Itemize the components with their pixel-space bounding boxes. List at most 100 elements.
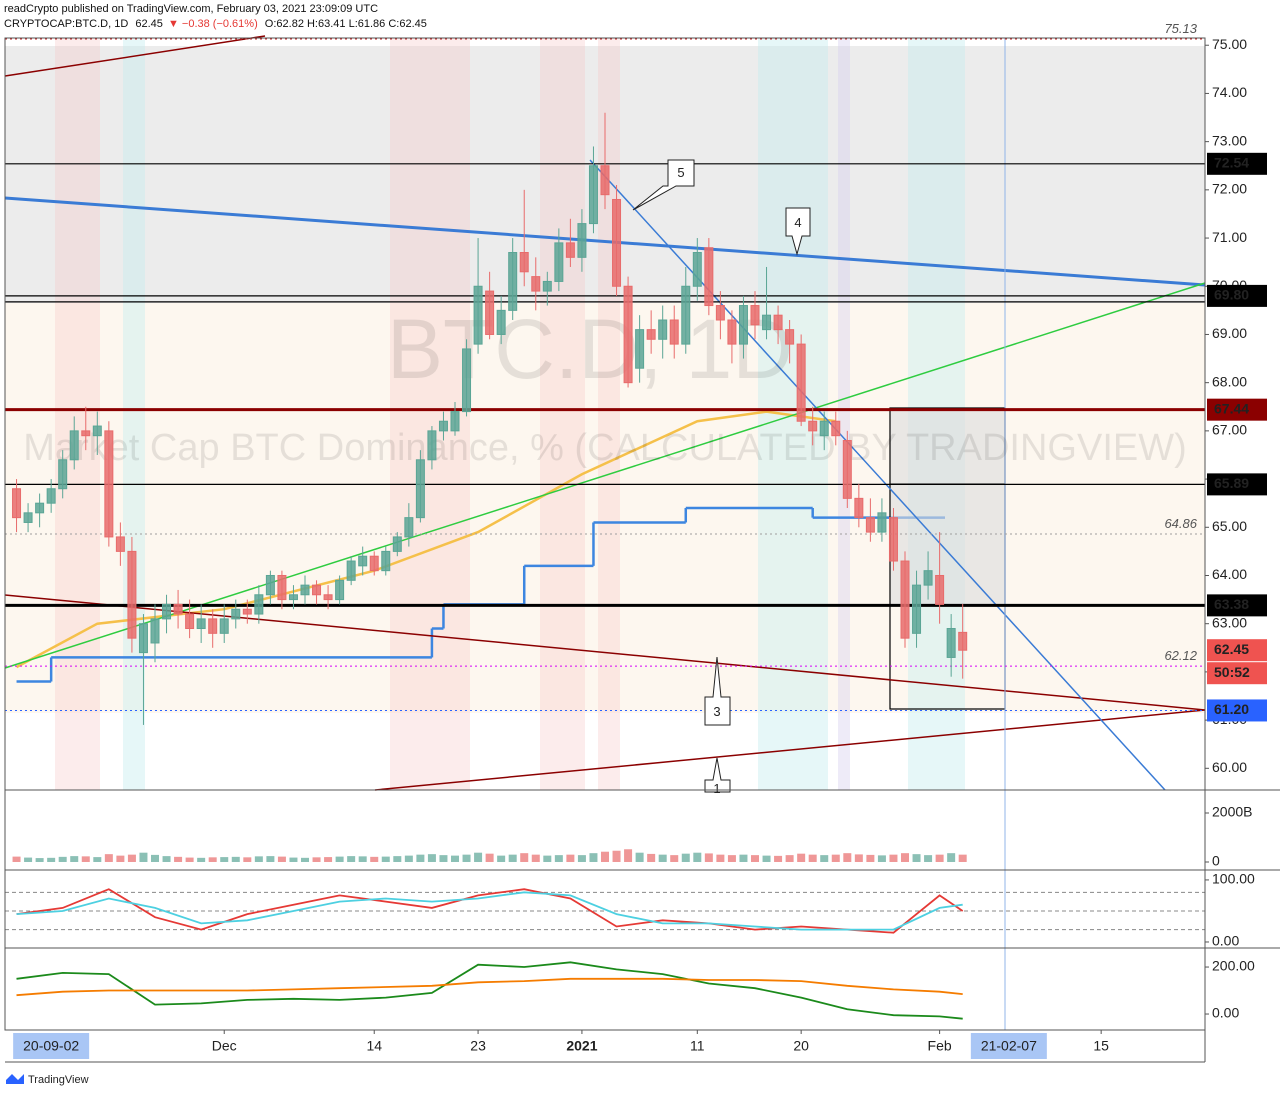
candle-body xyxy=(277,574,287,601)
brand: TradingView xyxy=(28,1074,89,1086)
volume-bar xyxy=(474,852,483,862)
indicator-line xyxy=(16,961,963,1020)
candle-body xyxy=(900,560,910,639)
axes: 60.0061.0062.0063.0064.0065.0066.0067.00… xyxy=(13,36,1267,1059)
candle-body xyxy=(658,319,668,340)
candle-body xyxy=(231,608,241,620)
candle-body xyxy=(496,309,506,335)
candle-body xyxy=(323,594,333,601)
volume-bar xyxy=(151,854,159,862)
callout xyxy=(704,757,731,793)
price-badge xyxy=(1207,398,1267,421)
candle-body xyxy=(404,517,414,538)
frame xyxy=(4,37,1280,1063)
volume-bar xyxy=(797,853,806,862)
volume-bar xyxy=(35,858,44,862)
candle-body xyxy=(485,290,495,335)
price-badge xyxy=(1207,152,1267,175)
x-tick-label: Dec xyxy=(212,1038,237,1054)
level-label: 62.12 xyxy=(1164,648,1197,663)
candle-body xyxy=(242,608,252,615)
last-price: 62.45 xyxy=(135,18,163,30)
indicator-line xyxy=(16,891,963,931)
candle-body xyxy=(369,555,379,572)
candle-body xyxy=(819,420,829,437)
candle-body xyxy=(646,329,656,340)
countdown-badge xyxy=(1207,662,1267,685)
volume-bar xyxy=(393,856,402,862)
price-badge xyxy=(1207,699,1267,722)
y-tick-label: 65.00 xyxy=(1212,518,1247,534)
candle-body xyxy=(865,517,875,533)
price-badge-label: 67.44 xyxy=(1214,400,1249,416)
candle-body xyxy=(12,488,22,519)
y-tick-label: 0 xyxy=(1212,853,1220,869)
volume-bar xyxy=(774,855,783,862)
volume-bar xyxy=(451,855,459,862)
volume-bar xyxy=(543,855,552,862)
candle-body xyxy=(831,420,841,437)
callout-label: 4 xyxy=(794,215,801,230)
volume-bar xyxy=(508,854,517,862)
volume-bar xyxy=(335,856,344,862)
frame-border xyxy=(4,37,1206,1031)
volume-bar xyxy=(174,856,183,862)
volume-bar xyxy=(704,853,713,862)
y-tick-label: 0.00 xyxy=(1212,933,1239,949)
volume-bar xyxy=(808,854,817,862)
volume-bar xyxy=(485,853,494,862)
volume-bar xyxy=(751,855,759,862)
volume-bar xyxy=(197,857,206,862)
volume-bar xyxy=(589,853,598,862)
volume-bar xyxy=(231,856,240,862)
candle-body xyxy=(588,165,598,225)
callout-label: 1 xyxy=(713,781,720,796)
volume-bar xyxy=(58,856,67,862)
volume-bar xyxy=(739,854,748,862)
candle-body xyxy=(35,502,45,514)
x-tick-label: 2021 xyxy=(566,1038,597,1054)
price-badge-label: 63.38 xyxy=(1214,596,1249,612)
volume-bar xyxy=(566,854,575,862)
candle-body xyxy=(808,420,818,432)
candle-body xyxy=(335,579,345,601)
candle-body xyxy=(381,550,391,572)
overlay-line xyxy=(15,410,836,669)
candle-body xyxy=(473,285,483,345)
candle-body xyxy=(162,603,172,620)
x-tick-label: 14 xyxy=(366,1038,382,1054)
indicator-line xyxy=(16,977,963,997)
callouts xyxy=(632,159,811,793)
candle-body xyxy=(185,613,195,630)
y-tick-label: 68.00 xyxy=(1212,373,1247,389)
volume-bar xyxy=(681,853,690,862)
volume-bar xyxy=(658,854,667,862)
candle-body xyxy=(92,425,102,437)
candle-body xyxy=(542,280,552,292)
volume-bar xyxy=(785,855,794,862)
candle-body xyxy=(196,618,206,630)
candle-body xyxy=(254,594,264,615)
symbol: CRYPTOCAP:BTC.D, 1D xyxy=(4,18,128,30)
candle-body xyxy=(935,574,945,605)
candle-body xyxy=(773,314,783,331)
volume-bar xyxy=(312,857,321,862)
candle-body xyxy=(508,252,518,311)
zone xyxy=(540,38,585,790)
volume-bar xyxy=(381,856,390,862)
volume-bar xyxy=(416,854,425,862)
level-label: 75.13 xyxy=(1164,21,1197,36)
price-badge-label: 62.45 xyxy=(1214,641,1249,657)
volume-bar xyxy=(185,857,194,862)
volume-bar xyxy=(901,853,909,862)
volume-bar xyxy=(70,856,79,862)
y-tick-label: 60.00 xyxy=(1212,759,1247,775)
candle-body xyxy=(692,252,702,287)
candle-body xyxy=(877,512,887,533)
volume-bar xyxy=(139,852,148,862)
candle-body xyxy=(288,594,298,601)
indicator-panes xyxy=(5,812,1209,1020)
volume-bar xyxy=(497,855,506,862)
volume-bar xyxy=(727,855,736,862)
